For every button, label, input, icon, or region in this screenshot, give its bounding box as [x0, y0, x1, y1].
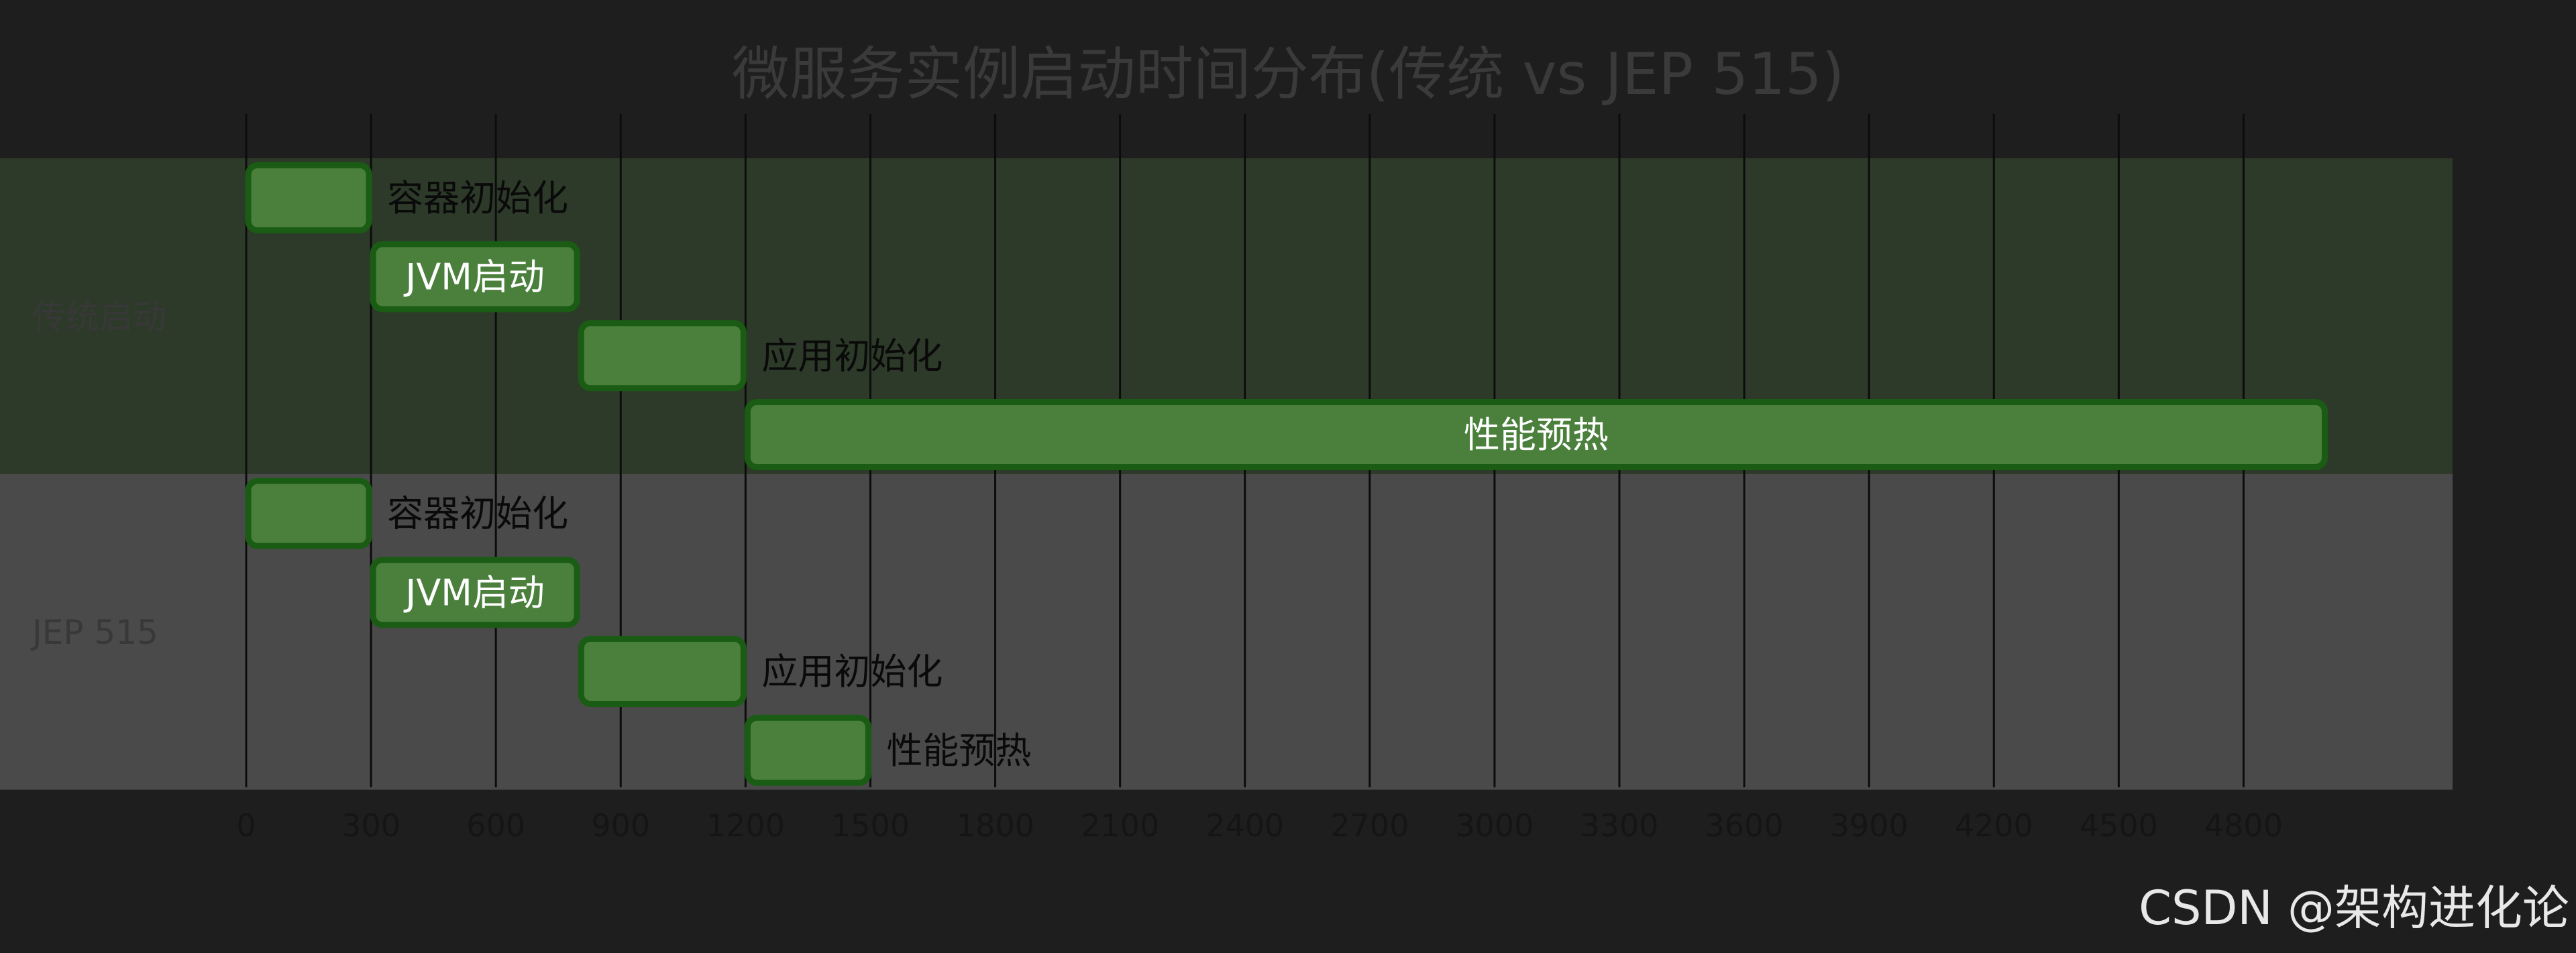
- x-tick-label: 1500: [831, 807, 910, 844]
- gantt-bar: [245, 478, 372, 549]
- x-tick-label: 2100: [1081, 807, 1159, 844]
- group-background-2: [0, 473, 2453, 790]
- gantt-bar: [245, 162, 372, 233]
- group-label: JEP 515: [30, 613, 158, 652]
- x-tick-label: 3900: [1830, 807, 1909, 844]
- x-tick-label: 4800: [2204, 807, 2283, 844]
- bar-label: JVM启动: [403, 256, 544, 298]
- gantt-bar: [744, 714, 871, 786]
- x-tick-label: 2400: [1205, 807, 1284, 844]
- x-tick-label: 3000: [1455, 807, 1534, 844]
- bar-label: 容器初始化: [387, 177, 568, 219]
- bar-label: 性能预热: [1464, 414, 1609, 456]
- bar-label: JVM启动: [403, 571, 544, 614]
- gantt-bar: [578, 636, 747, 708]
- x-tick-label: 4200: [1955, 807, 2033, 844]
- chart-title: 微服务实例启动时间分布(传统 vs JEP 515): [731, 41, 1845, 108]
- x-tick-label: 300: [341, 807, 400, 844]
- gantt-bar: [370, 241, 580, 313]
- x-tick-label: 600: [466, 807, 525, 844]
- x-tick-label: 1800: [956, 807, 1034, 844]
- x-tick-label: 2700: [1330, 807, 1409, 844]
- x-tick-label: 900: [591, 807, 650, 844]
- x-tick-label: 3600: [1705, 807, 1784, 844]
- x-tick-label: 1200: [706, 807, 785, 844]
- bar-label: 性能预热: [886, 730, 1031, 772]
- gantt-bar: [578, 320, 747, 392]
- x-tick-label: 4500: [2080, 807, 2158, 844]
- bar-label: 应用初始化: [761, 335, 943, 377]
- x-tick-label: 3300: [1580, 807, 1658, 844]
- group-label: 传统启动: [32, 297, 166, 336]
- bar-label: 应用初始化: [761, 651, 943, 693]
- bar-label: 容器初始化: [387, 493, 568, 535]
- gantt-bar: [370, 557, 580, 628]
- x-tick-label: 0: [236, 807, 256, 844]
- watermark-text: CSDN @架构进化论: [2139, 881, 2569, 936]
- gantt-bar: [744, 398, 2328, 470]
